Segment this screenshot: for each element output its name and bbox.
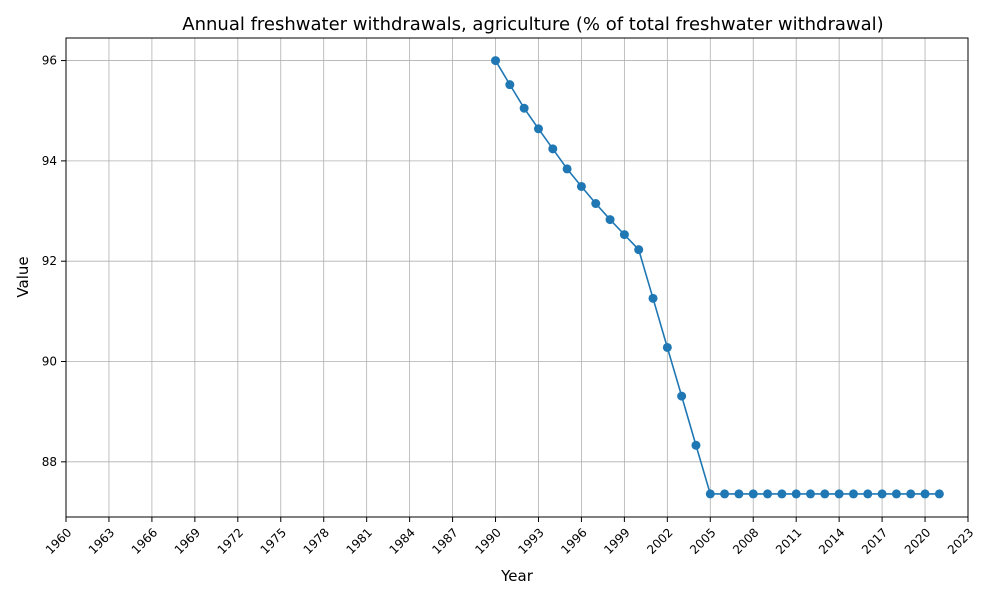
y-axis-label: Value xyxy=(14,256,32,297)
data-point xyxy=(533,124,543,134)
x-tick-label: 2011 xyxy=(773,525,804,556)
data-point xyxy=(920,489,930,499)
x-tick-label: 1978 xyxy=(301,525,332,556)
x-tick-label: 1990 xyxy=(472,525,503,556)
data-point xyxy=(605,215,615,225)
data-point xyxy=(906,489,916,499)
data-point xyxy=(491,56,501,66)
x-tick-label: 2014 xyxy=(816,525,847,556)
data-point xyxy=(934,489,944,499)
x-tick-label: 1981 xyxy=(344,525,375,556)
data-point xyxy=(591,199,601,209)
grid xyxy=(65,38,969,517)
data-point xyxy=(677,391,687,401)
data-point xyxy=(806,489,816,499)
x-tick-label: 2023 xyxy=(945,525,976,556)
x-tick-label: 1993 xyxy=(515,525,546,556)
data-point xyxy=(763,489,773,499)
data-point xyxy=(848,489,858,499)
data-point xyxy=(576,181,586,191)
x-tick-label: 1987 xyxy=(429,525,460,556)
x-tick-label: 2005 xyxy=(687,525,718,556)
x-tick-label: 1960 xyxy=(43,525,74,556)
x-tick-label: 1996 xyxy=(558,525,589,556)
data-point xyxy=(505,80,515,90)
x-tick-label: 1984 xyxy=(386,525,417,556)
data-point xyxy=(705,489,715,499)
data-point xyxy=(877,489,887,499)
plot-frame xyxy=(65,37,969,518)
y-tick-label: 92 xyxy=(42,254,57,268)
y-tick-label: 96 xyxy=(42,54,57,68)
data-point xyxy=(720,489,730,499)
x-tick-label: 2020 xyxy=(902,525,933,556)
data-point xyxy=(748,489,758,499)
data-point xyxy=(519,103,529,113)
data-point xyxy=(634,245,644,255)
data-point xyxy=(863,489,873,499)
data-point xyxy=(691,440,701,450)
x-axis-ticks: 1960 1963 1966 1969 1972 1975 1978 1981 1984 1987… xyxy=(43,517,976,557)
data-point xyxy=(648,293,658,303)
x-tick-label: 2002 xyxy=(644,525,675,556)
y-tick-label: 90 xyxy=(42,355,57,369)
data-point xyxy=(791,489,801,499)
x-tick-label: 1999 xyxy=(601,525,632,556)
x-tick-label: 1966 xyxy=(129,525,160,556)
x-tick-label: 2008 xyxy=(730,525,761,556)
x-tick-label: 2017 xyxy=(859,525,890,556)
y-tick-label: 94 xyxy=(42,154,57,168)
data-point xyxy=(734,489,744,499)
data-point xyxy=(562,164,572,174)
chart-title: Annual freshwater withdrawals, agricultu… xyxy=(182,14,883,35)
x-axis-label: Year xyxy=(500,567,534,585)
x-tick-label: 1969 xyxy=(172,525,203,556)
data-points xyxy=(491,56,944,499)
data-point xyxy=(777,489,787,499)
data-point xyxy=(891,489,901,499)
series-line xyxy=(494,60,940,495)
x-tick-label: 1963 xyxy=(86,525,117,556)
data-point xyxy=(834,489,844,499)
y-axis-ticks: 88 90 92 94 96 xyxy=(42,54,66,469)
y-tick-label: 88 xyxy=(42,455,57,469)
data-point xyxy=(820,489,830,499)
data-point xyxy=(548,144,558,154)
x-tick-label: 1972 xyxy=(215,525,246,556)
data-point xyxy=(619,230,629,240)
data-point xyxy=(662,342,672,352)
x-tick-label: 1975 xyxy=(258,525,289,556)
